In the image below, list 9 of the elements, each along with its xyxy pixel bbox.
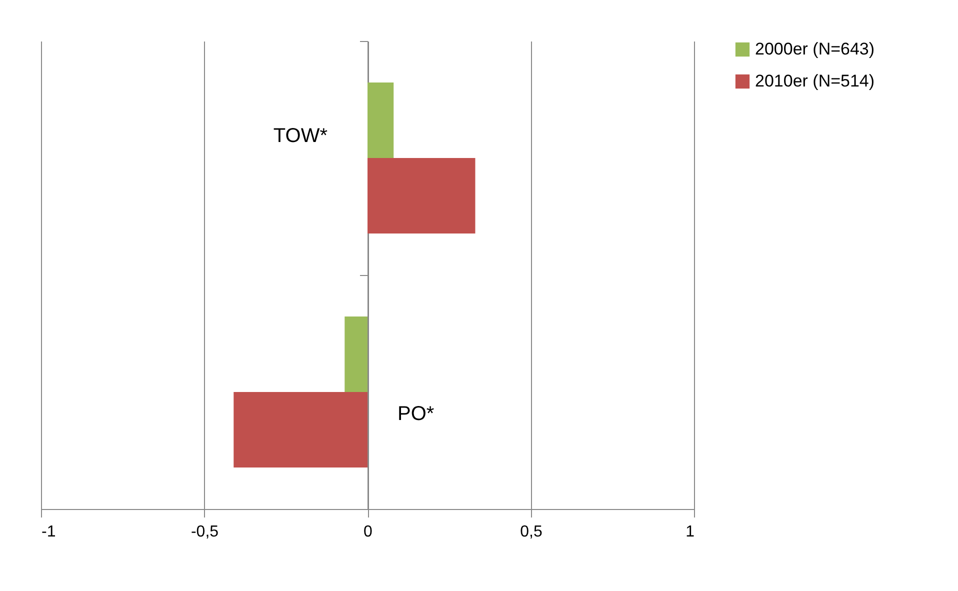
x-tick-label: 0,5 bbox=[520, 524, 542, 540]
x-tick-label: -1 bbox=[42, 524, 56, 540]
x-tick-label: -0,5 bbox=[190, 524, 219, 540]
x-tick-label: 0 bbox=[364, 524, 373, 540]
x-tick-label: 1 bbox=[686, 524, 695, 540]
y-tick-label: PO* bbox=[398, 403, 434, 425]
legend-label: 2000er (N=643) bbox=[755, 40, 875, 58]
legend-label: 2010er (N=514) bbox=[755, 72, 875, 90]
y-tick-label: TOW* bbox=[273, 125, 328, 147]
